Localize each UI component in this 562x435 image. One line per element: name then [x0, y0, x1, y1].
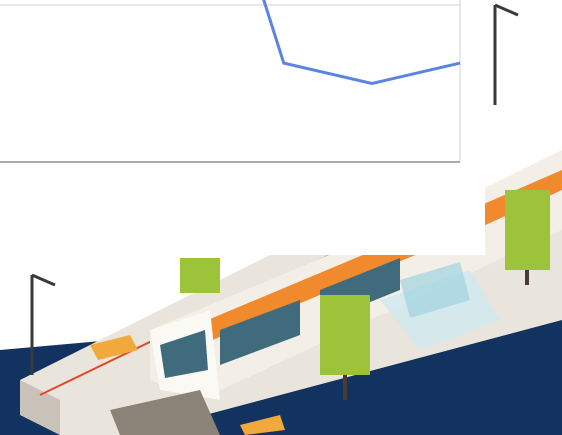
data-line: [262, 0, 461, 86]
plot-area: [262, 0, 461, 86]
chart-panel: [0, 0, 485, 255]
station-illustration: [0, 3, 562, 435]
